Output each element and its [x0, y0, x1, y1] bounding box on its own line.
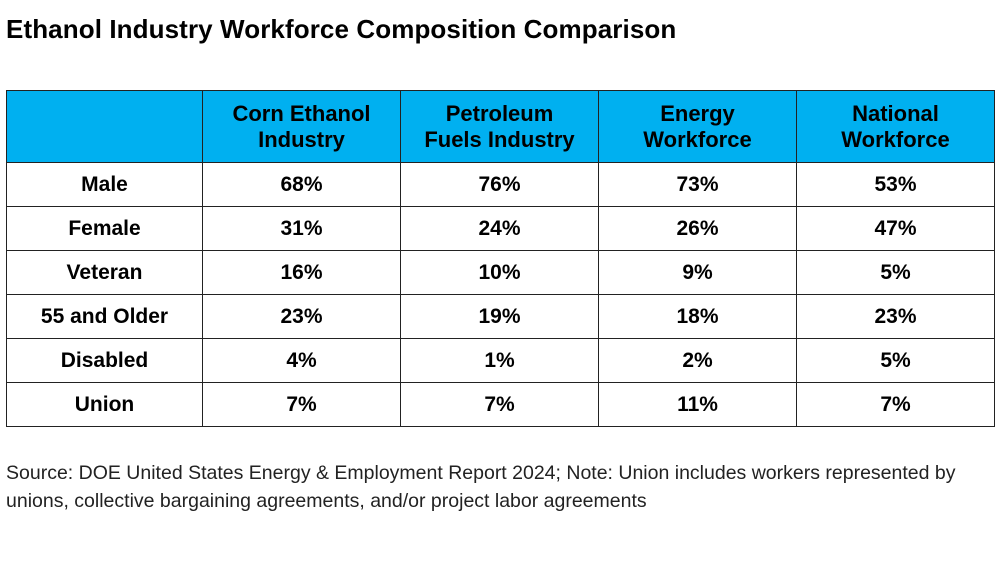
table-cell: 47%	[796, 206, 995, 251]
table-row-veteran: Veteran 16% 10% 9% 5%	[6, 250, 995, 295]
table-cell: 10%	[400, 250, 599, 295]
row-label: Union	[6, 382, 203, 427]
column-header-line: Industry	[258, 126, 345, 152]
row-label: Male	[6, 162, 203, 207]
table-row-union: Union 7% 7% 11% 7%	[6, 382, 995, 427]
table-cell: 18%	[598, 294, 797, 339]
table-cell: 68%	[202, 162, 401, 207]
table-header-row: Corn Ethanol Industry Petroleum Fuels In…	[6, 90, 995, 163]
row-label: Veteran	[6, 250, 203, 295]
column-header-national-workforce: National Workforce	[796, 90, 995, 163]
column-header-line: National	[852, 100, 939, 126]
column-header-line: Workforce	[643, 126, 752, 152]
table-row-male: Male 68% 76% 73% 53%	[6, 162, 995, 207]
table-cell: 2%	[598, 338, 797, 383]
column-header-corn-ethanol: Corn Ethanol Industry	[202, 90, 401, 163]
table-cell: 16%	[202, 250, 401, 295]
column-header-petroleum-fuels: Petroleum Fuels Industry	[400, 90, 599, 163]
source-note: Source: DOE United States Energy & Emplo…	[6, 462, 956, 512]
table-cell: 23%	[202, 294, 401, 339]
table-cell: 24%	[400, 206, 599, 251]
table-cell: 7%	[796, 382, 995, 427]
row-label: Disabled	[6, 338, 203, 383]
table-cell: 26%	[598, 206, 797, 251]
column-header-energy-workforce: Energy Workforce	[598, 90, 797, 163]
column-header-line: Workforce	[841, 126, 950, 152]
row-label: 55 and Older	[6, 294, 203, 339]
table-cell: 9%	[598, 250, 797, 295]
table-cell: 5%	[796, 250, 995, 295]
column-header-line: Petroleum	[445, 100, 554, 126]
table-cell: 7%	[400, 382, 599, 427]
table-cell: 1%	[400, 338, 599, 383]
chart-title: Ethanol Industry Workforce Composition C…	[6, 14, 677, 44]
table-cell: 31%	[202, 206, 401, 251]
table-row-disabled: Disabled 4% 1% 2% 5%	[6, 338, 995, 383]
table-cell: 4%	[202, 338, 401, 383]
table-cell: 11%	[598, 382, 797, 427]
table-row-female: Female 31% 24% 26% 47%	[6, 206, 995, 251]
table-cell: 5%	[796, 338, 995, 383]
table-cell: 23%	[796, 294, 995, 339]
table-cell: 7%	[202, 382, 401, 427]
table-cell: 19%	[400, 294, 599, 339]
column-header-line: Corn Ethanol	[232, 100, 371, 126]
workforce-table: Corn Ethanol Industry Petroleum Fuels In…	[6, 90, 995, 427]
table-cell: 53%	[796, 162, 995, 207]
row-label: Female	[6, 206, 203, 251]
column-header-line: Energy	[660, 100, 735, 126]
table-cell: 76%	[400, 162, 599, 207]
table-cell: 73%	[598, 162, 797, 207]
table-row-55-and-older: 55 and Older 23% 19% 18% 23%	[6, 294, 995, 339]
column-header-line: Fuels Industry	[424, 126, 575, 152]
header-corner-cell	[6, 90, 203, 163]
